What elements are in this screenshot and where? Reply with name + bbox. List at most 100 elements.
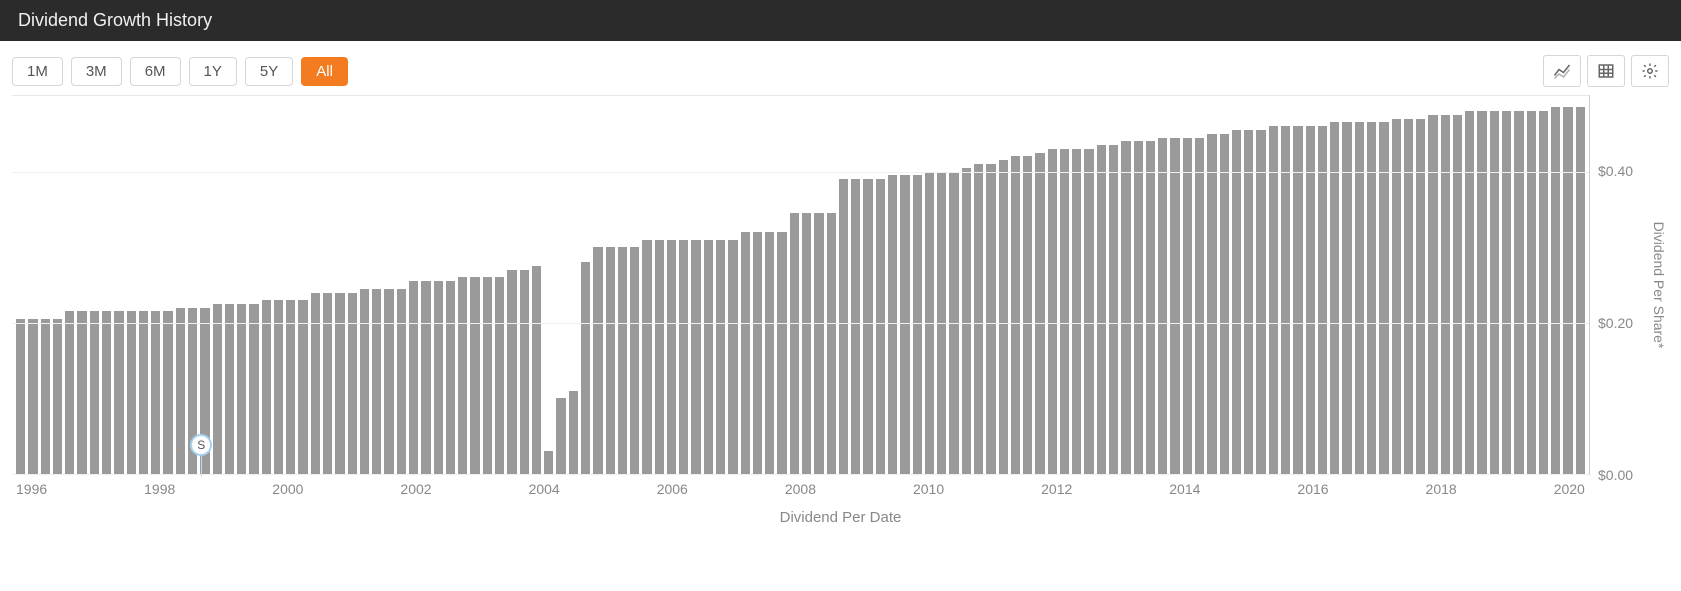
- bar[interactable]: [777, 232, 786, 474]
- bar[interactable]: [962, 168, 971, 474]
- bar[interactable]: [360, 289, 369, 474]
- bar[interactable]: [1490, 111, 1499, 474]
- bar[interactable]: [1195, 138, 1204, 474]
- bar[interactable]: [900, 175, 909, 474]
- bar[interactable]: [1563, 107, 1572, 474]
- bar[interactable]: [827, 213, 836, 474]
- bar[interactable]: [1551, 107, 1560, 474]
- bar[interactable]: [1293, 126, 1302, 474]
- bar[interactable]: [1453, 115, 1462, 474]
- bar[interactable]: [1023, 156, 1032, 474]
- bar[interactable]: [298, 300, 307, 474]
- bar[interactable]: [446, 281, 455, 474]
- bar[interactable]: [274, 300, 283, 474]
- bar[interactable]: [1367, 122, 1376, 474]
- bar[interactable]: [1379, 122, 1388, 474]
- bar[interactable]: [544, 451, 553, 474]
- bar[interactable]: [311, 293, 320, 474]
- bar[interactable]: [593, 247, 602, 474]
- line-chart-icon[interactable]: [1543, 55, 1581, 87]
- range-button-1m[interactable]: 1M: [12, 57, 63, 86]
- bar[interactable]: [65, 311, 74, 474]
- bar[interactable]: [1072, 149, 1081, 474]
- bar[interactable]: [458, 277, 467, 474]
- bar[interactable]: [1318, 126, 1327, 474]
- bar[interactable]: [520, 270, 529, 474]
- bar[interactable]: [53, 319, 62, 474]
- bar[interactable]: [163, 311, 172, 474]
- range-button-6m[interactable]: 6M: [130, 57, 181, 86]
- bar[interactable]: [569, 391, 578, 474]
- bar[interactable]: [1060, 149, 1069, 474]
- bar[interactable]: [765, 232, 774, 474]
- bar[interactable]: [532, 266, 541, 474]
- bar[interactable]: [1183, 138, 1192, 474]
- bar[interactable]: [1428, 115, 1437, 474]
- bar[interactable]: [397, 289, 406, 474]
- bar[interactable]: [839, 179, 848, 474]
- bar[interactable]: [323, 293, 332, 474]
- bar[interactable]: [1527, 111, 1536, 474]
- bar[interactable]: [1011, 156, 1020, 474]
- bar[interactable]: [679, 240, 688, 474]
- bar[interactable]: [348, 293, 357, 474]
- bar[interactable]: [999, 160, 1008, 474]
- bar[interactable]: [1207, 134, 1216, 474]
- bar[interactable]: [1514, 111, 1523, 474]
- bar[interactable]: [90, 311, 99, 474]
- bar[interactable]: [802, 213, 811, 474]
- range-button-3m[interactable]: 3M: [71, 57, 122, 86]
- bar[interactable]: [974, 164, 983, 474]
- bar[interactable]: [262, 300, 271, 474]
- bar[interactable]: [421, 281, 430, 474]
- bar[interactable]: [1097, 145, 1106, 474]
- bar[interactable]: [716, 240, 725, 474]
- settings-gear-icon[interactable]: [1631, 55, 1669, 87]
- bar[interactable]: [41, 319, 50, 474]
- bar[interactable]: [1465, 111, 1474, 474]
- bar[interactable]: [876, 179, 885, 474]
- bar[interactable]: [630, 247, 639, 474]
- bar[interactable]: [655, 240, 664, 474]
- bar[interactable]: [507, 270, 516, 474]
- plot-area[interactable]: S: [12, 95, 1589, 475]
- bar[interactable]: [434, 281, 443, 474]
- bar[interactable]: [790, 213, 799, 474]
- bar[interactable]: [1158, 138, 1167, 474]
- bar[interactable]: [139, 311, 148, 474]
- bar[interactable]: [28, 319, 37, 474]
- bar[interactable]: [863, 179, 872, 474]
- bar[interactable]: [102, 311, 111, 474]
- bar[interactable]: [1441, 115, 1450, 474]
- bar[interactable]: [1121, 141, 1130, 474]
- bar[interactable]: [1084, 149, 1093, 474]
- bar[interactable]: [691, 240, 700, 474]
- bar[interactable]: [667, 240, 676, 474]
- range-button-5y[interactable]: 5Y: [245, 57, 293, 86]
- bar[interactable]: [1146, 141, 1155, 474]
- bar[interactable]: [1477, 111, 1486, 474]
- bar[interactable]: [77, 311, 86, 474]
- bar[interactable]: [606, 247, 615, 474]
- bar[interactable]: [1330, 122, 1339, 474]
- bar[interactable]: [1134, 141, 1143, 474]
- bar[interactable]: [1232, 130, 1241, 474]
- data-table-icon[interactable]: [1587, 55, 1625, 87]
- bar[interactable]: [581, 262, 590, 474]
- bar[interactable]: [851, 179, 860, 474]
- bar[interactable]: [642, 240, 651, 474]
- bar[interactable]: [249, 304, 258, 474]
- bar[interactable]: [483, 277, 492, 474]
- bar[interactable]: [409, 281, 418, 474]
- bar[interactable]: [1220, 134, 1229, 474]
- bar[interactable]: [495, 277, 504, 474]
- bar[interactable]: [470, 277, 479, 474]
- bar[interactable]: [1502, 111, 1511, 474]
- bar[interactable]: [913, 175, 922, 474]
- bar[interactable]: [225, 304, 234, 474]
- range-button-1y[interactable]: 1Y: [189, 57, 237, 86]
- bar[interactable]: [176, 308, 185, 474]
- bar[interactable]: [704, 240, 713, 474]
- bar[interactable]: [286, 300, 295, 474]
- bar[interactable]: [1355, 122, 1364, 474]
